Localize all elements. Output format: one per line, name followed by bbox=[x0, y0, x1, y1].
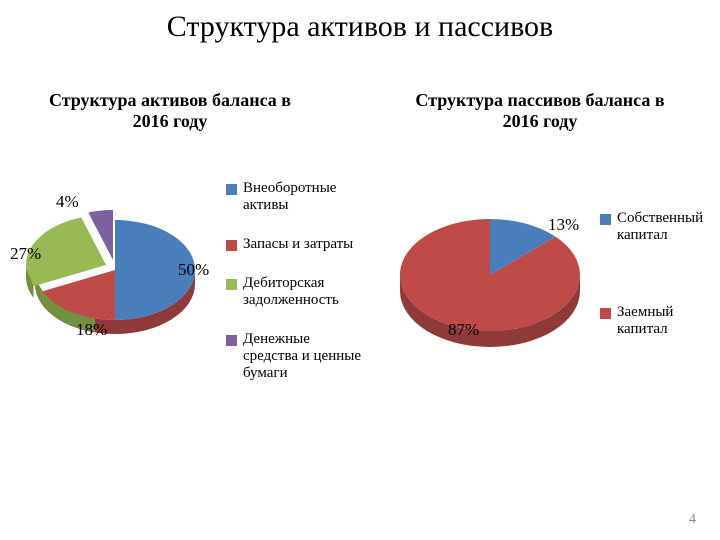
legend-label: Внеоборотные активы bbox=[243, 180, 366, 214]
legend-label: Дебиторская задолженность bbox=[243, 275, 366, 309]
left-slice-label-1: 18% bbox=[76, 320, 107, 340]
swatch-icon bbox=[600, 214, 611, 225]
swatch-icon bbox=[226, 184, 237, 195]
left-slice-label-0: 50% bbox=[178, 260, 209, 280]
legend-label: Собственный капитал bbox=[617, 210, 710, 244]
legend-item: Заемный капитал bbox=[600, 304, 710, 338]
right-legend: Собственный капитал Заемный капитал bbox=[600, 210, 710, 360]
pie-svg-right bbox=[380, 180, 600, 370]
page-number: 4 bbox=[689, 512, 696, 528]
legend-item: Запасы и затраты bbox=[226, 236, 366, 253]
legend-label: Заемный капитал bbox=[617, 304, 710, 338]
left-legend: Внеоборотные активы Запасы и затраты Деб… bbox=[226, 180, 366, 404]
legend-item: Денежные средства и ценные бумаги bbox=[226, 331, 366, 382]
swatch-icon bbox=[226, 240, 237, 251]
swatch-icon bbox=[600, 308, 611, 319]
swatch-icon bbox=[226, 279, 237, 290]
left-chart-title: Структура активов баланса в 2016 году bbox=[30, 90, 310, 132]
legend-item: Собственный капитал bbox=[600, 210, 710, 244]
swatch-icon bbox=[226, 335, 237, 346]
left-slice-label-3: 4% bbox=[56, 192, 79, 212]
right-chart-title: Структура пассивов баланса в 2016 году bbox=[400, 90, 680, 132]
legend-item: Внеоборотные активы bbox=[226, 180, 366, 214]
right-slice-label-0: 13% bbox=[548, 215, 579, 235]
right-slice-label-1: 87% bbox=[448, 320, 479, 340]
left-slice-label-2: 27% bbox=[10, 244, 41, 264]
legend-label: Денежные средства и ценные бумаги bbox=[243, 331, 366, 382]
page-title: Структура активов и пассивов bbox=[0, 10, 720, 44]
legend-item: Дебиторская задолженность bbox=[226, 275, 366, 309]
legend-label: Запасы и затраты bbox=[243, 236, 353, 253]
right-pie-chart bbox=[380, 180, 600, 370]
